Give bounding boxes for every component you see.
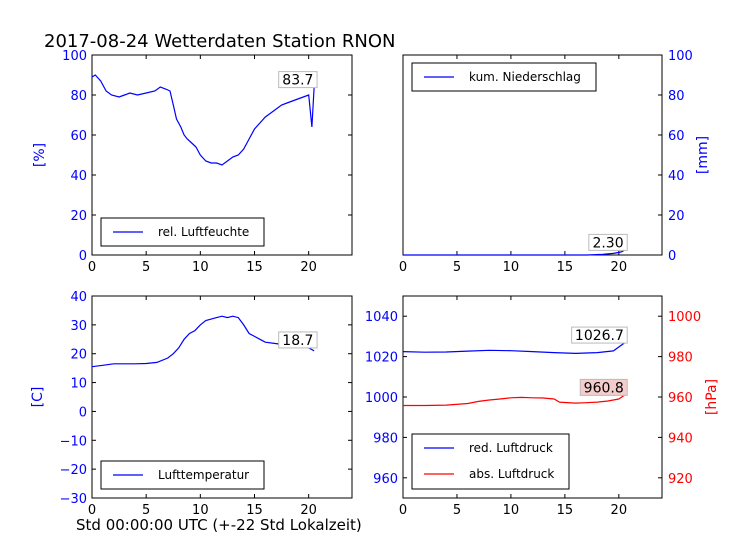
- y-tick-label: 30: [70, 319, 87, 334]
- y-tick-label: 20: [70, 348, 87, 363]
- y-right-tick-label: 920: [668, 472, 693, 487]
- y-tick-label: 0: [79, 249, 87, 264]
- y-tick-label: −30: [60, 492, 87, 507]
- y-tick-label: 40: [70, 290, 87, 305]
- y-axis-label-right: [hPa]: [704, 379, 720, 415]
- y-tick-label: 1000: [365, 391, 398, 406]
- x-tick-label: 10: [192, 503, 209, 518]
- series-line-1: [403, 249, 625, 256]
- x-tick-label: 15: [246, 260, 263, 275]
- value-annotation-box: [278, 71, 318, 89]
- x-tick-label: 10: [503, 260, 520, 275]
- value-annotation-box: [278, 331, 318, 349]
- y-tick-label: 10: [70, 377, 87, 392]
- legend-label: Lufttemperatur: [158, 468, 249, 482]
- x-tick-label: 0: [88, 503, 96, 518]
- y-right-tick-label: 940: [668, 431, 693, 446]
- legend-label: red. Luftdruck: [469, 441, 553, 455]
- y-right-tick-label: 1000: [668, 310, 701, 325]
- x-tick-label: 0: [88, 260, 96, 275]
- value-annotation-box: [588, 233, 628, 251]
- y-tick-label: 0: [668, 249, 676, 264]
- plot-frame: [91, 54, 353, 256]
- y-tick-label: 40: [668, 169, 685, 184]
- y-tick-label: 100: [62, 49, 87, 64]
- x-tick-label: 15: [557, 260, 574, 275]
- x-tick-label: 5: [453, 503, 461, 518]
- x-tick-label: 20: [611, 260, 628, 275]
- y-tick-label: 40: [70, 169, 87, 184]
- y-right-tick-label: 960: [668, 391, 693, 406]
- x-tick-label: 20: [300, 260, 317, 275]
- y-tick-label: 60: [70, 129, 87, 144]
- x-tick-label: 15: [246, 503, 263, 518]
- y-tick-label: 20: [70, 209, 87, 224]
- x-tick-label: 0: [399, 503, 407, 518]
- value-annotation: 83.7: [282, 73, 313, 89]
- y-tick-label: 80: [668, 89, 685, 104]
- panel-bottom-left: 0 5 10 15 20 −30 −20 −10 0 10 20 30 40 [C] 18.7 Lufttem…: [30, 290, 353, 518]
- value-annotation-box: [579, 378, 628, 396]
- legend-label: rel. Luftfeuchte: [158, 225, 249, 239]
- value-annotation: 960.8: [584, 380, 624, 396]
- y-axis-label: [%]: [32, 143, 48, 167]
- y-tick-label: 1040: [365, 310, 398, 325]
- series-line-1: [91, 315, 315, 368]
- panel-top-right: 0 5 10 15 20 0 20 40 60 80 100 [mm] 2.30 kum. Nieders…: [399, 49, 711, 275]
- x-tick-label: 10: [503, 503, 520, 518]
- y-tick-label: 60: [668, 129, 685, 144]
- x-tick-label: 0: [399, 260, 407, 275]
- value-annotation: 1026.7: [575, 328, 624, 344]
- legend-label: abs. Luftdruck: [469, 467, 554, 481]
- y-tick-label: 960: [373, 472, 398, 487]
- legend-box: [100, 460, 265, 490]
- x-tick-label: 5: [142, 503, 150, 518]
- panel-top-left: 0 5 10 15 20 0 20 40 60 80 100 [%] 83.7 rel. Luftfeuc…: [32, 49, 353, 275]
- x-axis-caption: Std 00:00:00 UTC (+-22 Std Lokalzeit): [76, 516, 362, 534]
- x-tick-label: 5: [142, 260, 150, 275]
- x-tick-label: 20: [611, 503, 628, 518]
- y-tick-label: 20: [668, 209, 685, 224]
- panel-bottom-right: 0 5 10 15 20 960 980 1000 1020 1040 920 940 960 980 10…: [365, 295, 720, 518]
- value-annotation-box: [571, 326, 628, 344]
- series-line-1: [91, 74, 315, 166]
- legend-box: [411, 433, 570, 490]
- y-tick-label: 980: [373, 431, 398, 446]
- series-line-1: [402, 342, 625, 355]
- y-tick-label: 0: [79, 405, 87, 420]
- legend-label: kum. Niederschlag: [469, 70, 581, 84]
- figure-title: 2017-08-24 Wetterdaten Station RNON: [44, 31, 396, 52]
- x-tick-label: 20: [300, 503, 317, 518]
- x-tick-label: 10: [192, 260, 209, 275]
- y-tick-label: −10: [60, 434, 87, 449]
- y-tick-label: 80: [70, 89, 87, 104]
- x-tick-label: 15: [557, 503, 574, 518]
- value-annotation: 2.30: [592, 235, 623, 251]
- y-right-tick-label: 980: [668, 351, 693, 366]
- y-axis-label: [mm]: [695, 136, 711, 174]
- x-tick-label: 5: [453, 260, 461, 275]
- y-axis-label: [C]: [30, 387, 46, 408]
- y-tick-label: 1020: [365, 351, 398, 366]
- plot-frame: [91, 295, 353, 499]
- value-annotation: 18.7: [282, 333, 313, 349]
- y-tick-label: −20: [60, 463, 87, 478]
- series-line-2: [403, 394, 625, 407]
- y-tick-label: 100: [668, 49, 693, 64]
